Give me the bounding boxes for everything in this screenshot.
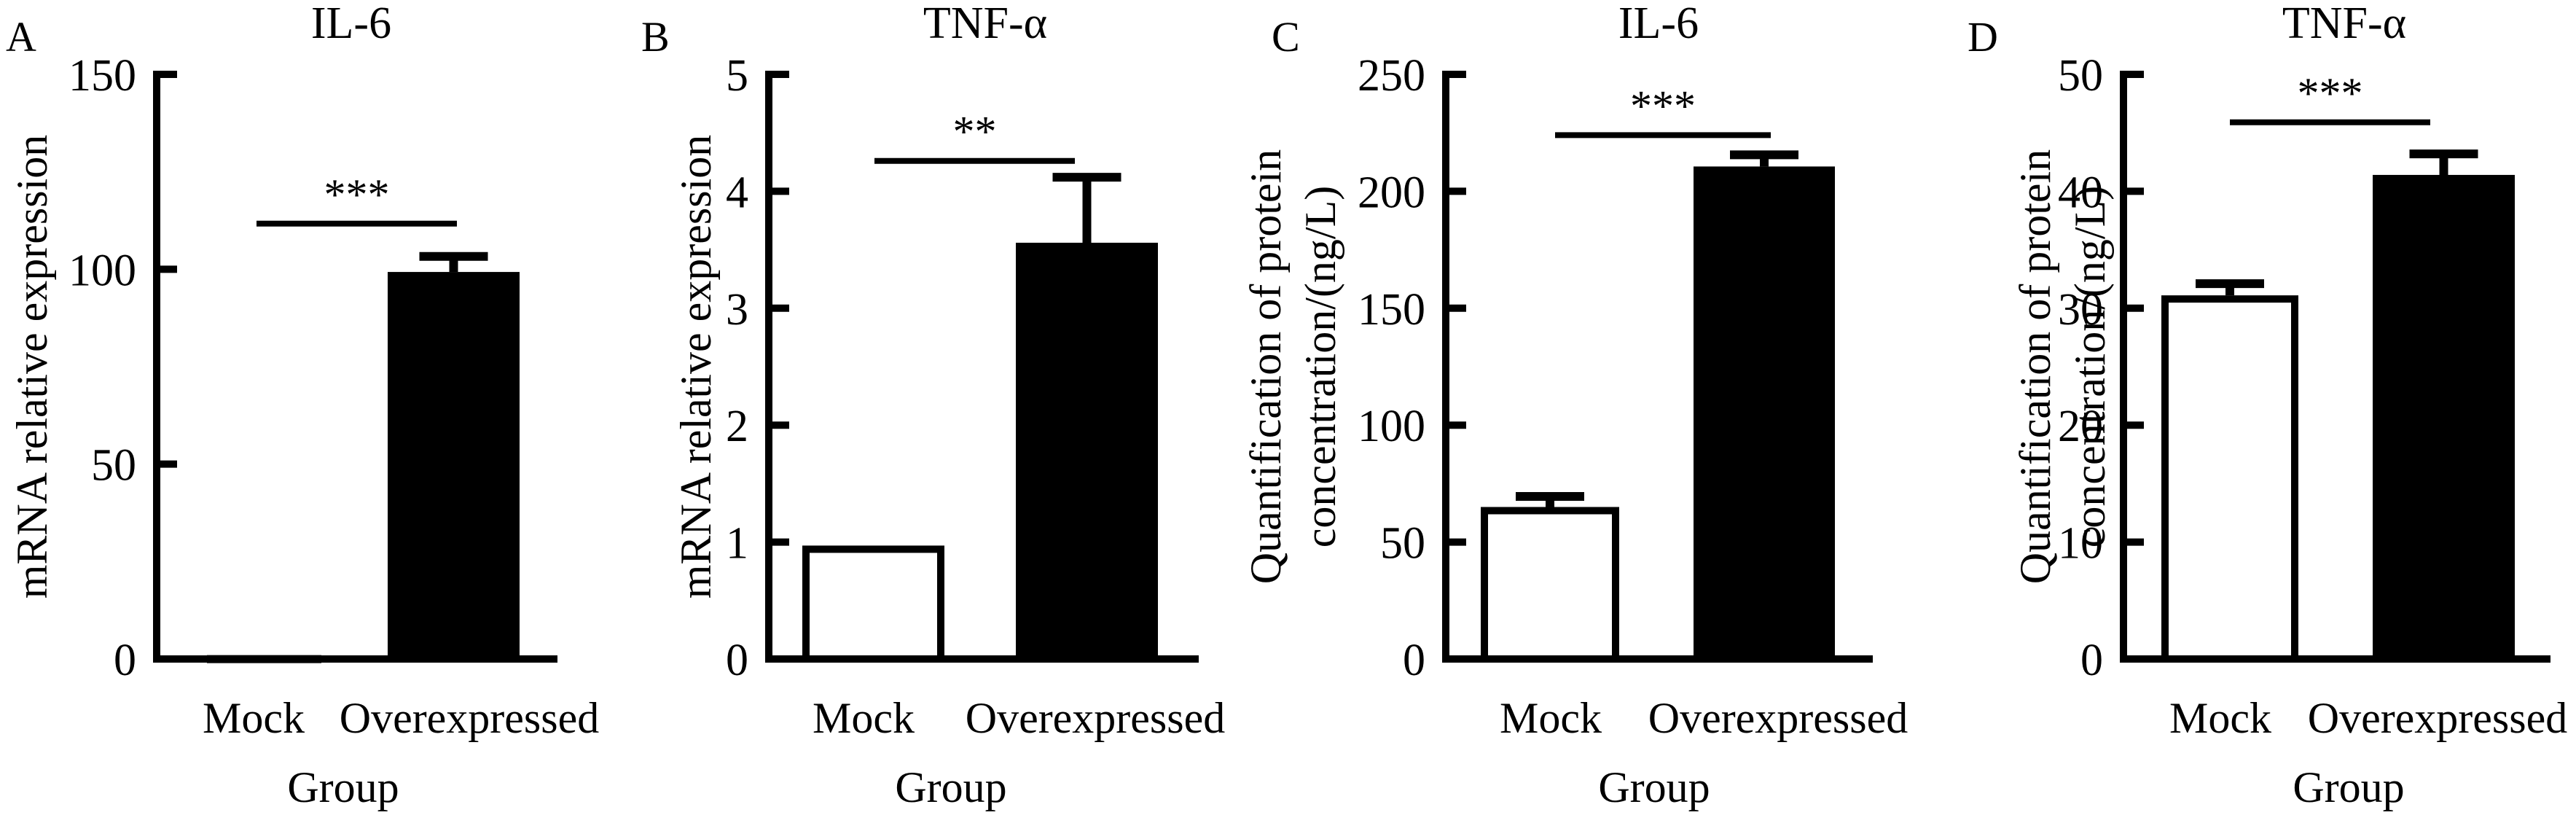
y-axis-label: mRNA relative expression bbox=[672, 135, 720, 599]
x-axis-label: Group bbox=[287, 763, 399, 811]
y-axis-label: concentration/(ng/L) bbox=[2066, 186, 2114, 547]
y-tick-label: 0 bbox=[2080, 636, 2103, 685]
y-tick-label: 0 bbox=[1403, 636, 1425, 685]
significance-label: *** bbox=[1630, 82, 1696, 130]
y-tick-label: 1 bbox=[726, 519, 748, 569]
y-axis-label: concentration/(ng/L) bbox=[1296, 186, 1344, 547]
panel-letter: D bbox=[1968, 13, 1998, 61]
bar-mock bbox=[207, 655, 321, 663]
x-tick-label: Mock bbox=[203, 694, 305, 742]
panel-title: TNF-α bbox=[923, 0, 1047, 48]
x-tick-label: Overexpressed bbox=[966, 694, 1226, 742]
x-tick-label: Overexpressed bbox=[1648, 694, 1908, 742]
x-axis-label: Group bbox=[1598, 763, 1710, 811]
y-tick-label: 20 bbox=[2058, 402, 2103, 451]
significance-label: *** bbox=[324, 171, 390, 219]
panel-d: D TNF-α 0 10 20 30 40 50 Quantification of prote… bbox=[1968, 0, 2567, 811]
panel-letter: B bbox=[641, 13, 670, 61]
y-tick-label: 150 bbox=[1358, 285, 1425, 335]
x-axis-label: Group bbox=[895, 763, 1006, 811]
x-axis-label: Group bbox=[2293, 763, 2404, 811]
panel-title: TNF-α bbox=[2282, 0, 2406, 48]
bar-mock bbox=[2161, 295, 2298, 663]
x-tick-label: Overexpressed bbox=[2308, 694, 2568, 742]
y-axis-label: Quantification of protein bbox=[2011, 149, 2059, 584]
y-tick-label: 200 bbox=[1358, 168, 1425, 217]
y-tick-label: 50 bbox=[1380, 519, 1425, 569]
y-tick-label: 40 bbox=[2058, 168, 2103, 217]
bar-mock bbox=[802, 545, 944, 663]
panel-c: C IL-6 0 50 100 150 200 250 Quantification of pr… bbox=[1242, 0, 1908, 811]
y-tick-label: 100 bbox=[1358, 402, 1425, 451]
y-tick-label: 3 bbox=[726, 285, 748, 335]
panel-letter: C bbox=[1272, 13, 1300, 61]
y-axis-label: Quantification of protein bbox=[1242, 149, 1290, 584]
y-tick-label: 100 bbox=[68, 246, 136, 295]
panel-title: IL-6 bbox=[311, 0, 391, 48]
y-tick-label: 0 bbox=[726, 636, 748, 685]
y-tick-label: 2 bbox=[726, 402, 748, 451]
y-tick-label: 150 bbox=[68, 51, 136, 101]
panel-title: IL-6 bbox=[1618, 0, 1699, 48]
y-axis-label: mRNA relative expression bbox=[8, 135, 56, 599]
bar-overexpressed bbox=[1694, 166, 1835, 659]
bar-overexpressed bbox=[2373, 174, 2515, 660]
x-tick-label: Mock bbox=[813, 694, 915, 742]
x-tick-label: Mock bbox=[2169, 694, 2271, 742]
y-tick-label: 4 bbox=[726, 168, 748, 217]
bar-overexpressed bbox=[1016, 242, 1158, 659]
y-tick-label: 50 bbox=[91, 441, 136, 491]
bar-overexpressed bbox=[388, 272, 520, 659]
significance-label: ** bbox=[953, 108, 997, 156]
y-tick-label: 5 bbox=[726, 51, 748, 101]
y-tick-label: 0 bbox=[114, 636, 136, 685]
y-tick-label: 250 bbox=[1358, 51, 1425, 101]
y-tick-label: 30 bbox=[2058, 285, 2103, 335]
panel-letter: A bbox=[6, 13, 36, 61]
significance-label: *** bbox=[2298, 69, 2363, 117]
bar-mock bbox=[1481, 507, 1619, 663]
x-tick-label: Overexpressed bbox=[340, 694, 600, 742]
y-tick-label: 10 bbox=[2058, 519, 2103, 569]
y-tick-label: 50 bbox=[2058, 51, 2103, 101]
x-tick-label: Mock bbox=[1500, 694, 1602, 742]
